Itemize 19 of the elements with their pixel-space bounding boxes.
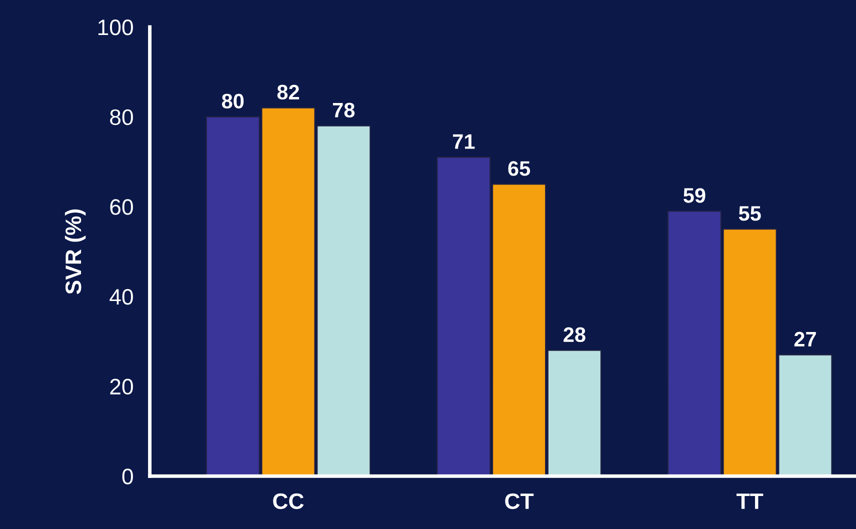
y-tick-label: 20 [110, 378, 133, 395]
data-label: 82 [277, 84, 300, 100]
data-label: 71 [452, 134, 475, 149]
y-tick-label: 40 [110, 288, 133, 305]
data-label: 78 [332, 102, 355, 118]
data-label: 55 [738, 206, 761, 221]
data-label: 80 [222, 94, 244, 109]
data-label: 59 [684, 188, 706, 203]
x-tick-label: CT [505, 493, 534, 510]
data-label: 27 [794, 332, 816, 346]
x-tick-label: TT [736, 494, 764, 509]
x-tick-label: CC [273, 493, 304, 510]
y-tick-label: 100 [98, 20, 133, 36]
y-axis-title: SVR (%) [64, 209, 86, 294]
y-tick-label: 0 [122, 468, 133, 484]
y-tick-label: 60 [110, 199, 133, 215]
data-label: 28 [564, 327, 586, 342]
y-tick-label: 80 [110, 109, 133, 126]
data-label: 65 [508, 161, 530, 176]
